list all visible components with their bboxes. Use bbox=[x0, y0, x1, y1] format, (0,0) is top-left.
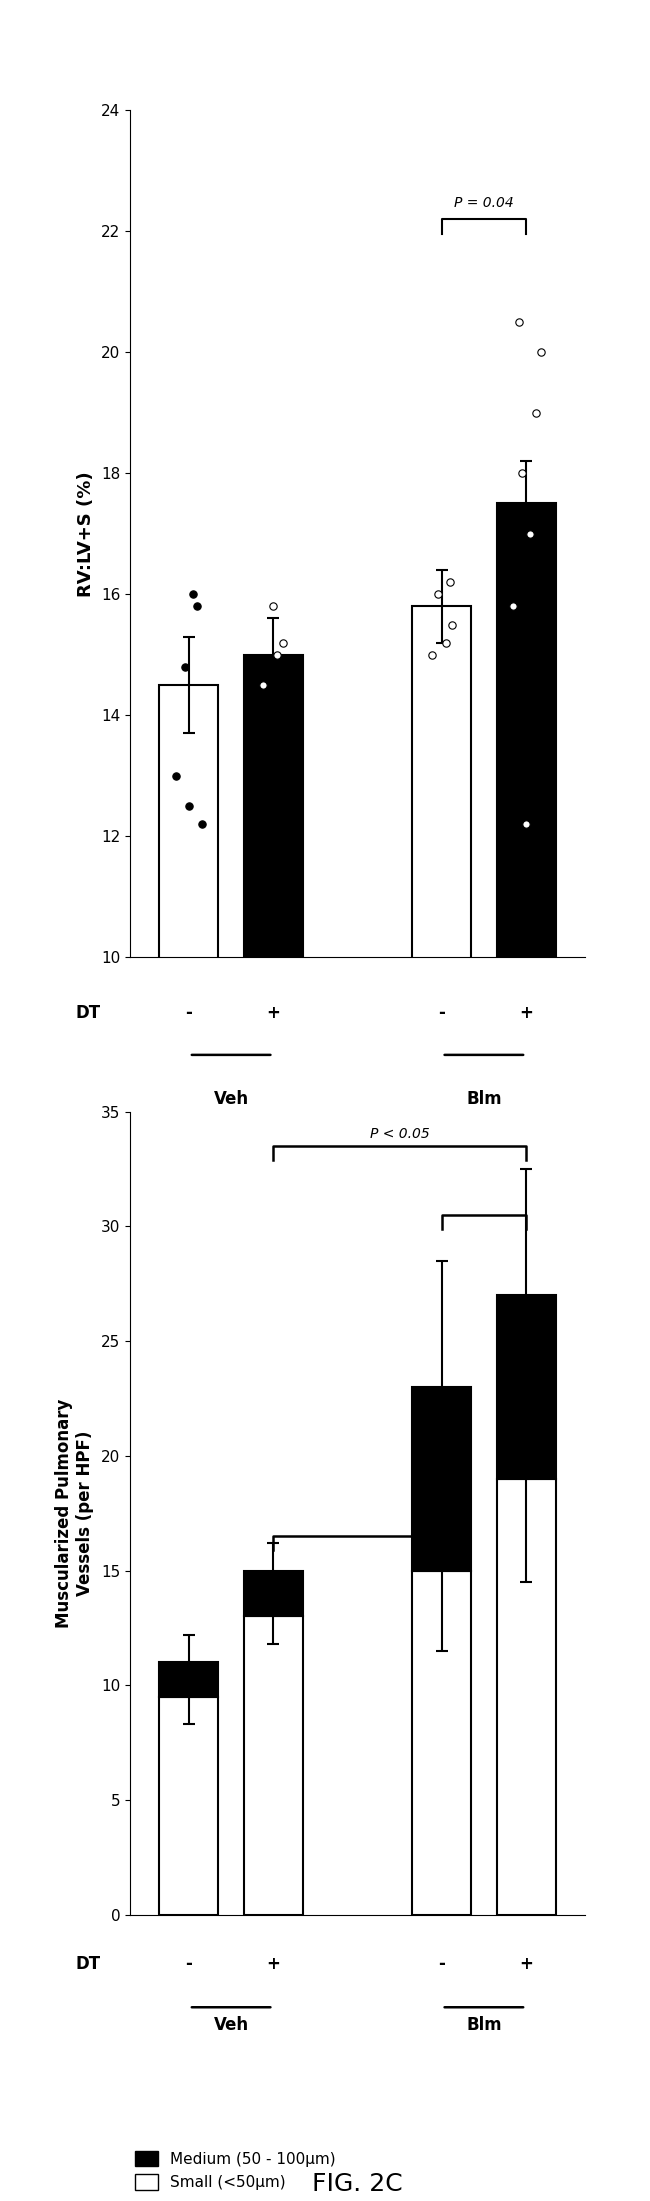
Point bbox=[536, 335, 547, 370]
Point bbox=[508, 590, 519, 625]
Text: Veh: Veh bbox=[214, 2016, 249, 2034]
Point bbox=[447, 607, 457, 643]
Text: FIG. 2B: FIG. 2B bbox=[312, 1173, 403, 1197]
Text: -: - bbox=[185, 1954, 192, 1972]
Text: DT: DT bbox=[75, 1954, 101, 1972]
Bar bbox=[497, 1479, 556, 1915]
Text: +: + bbox=[519, 1954, 533, 1972]
Text: -: - bbox=[438, 1954, 445, 1972]
Text: Blm: Blm bbox=[466, 1089, 502, 1109]
Text: DT: DT bbox=[75, 1004, 101, 1021]
Point bbox=[188, 577, 198, 612]
Text: +: + bbox=[266, 1004, 280, 1021]
Text: P = 0.04: P = 0.04 bbox=[454, 196, 514, 209]
Text: -: - bbox=[438, 1004, 445, 1021]
Bar bbox=[244, 656, 303, 1563]
Text: +: + bbox=[266, 1954, 280, 1972]
Bar bbox=[412, 1387, 471, 1572]
Y-axis label: RV:LV+S (%): RV:LV+S (%) bbox=[77, 471, 96, 596]
Text: +: + bbox=[519, 1004, 533, 1021]
Text: P < 0.05: P < 0.05 bbox=[370, 1127, 430, 1142]
Point bbox=[184, 788, 194, 823]
Text: -: - bbox=[185, 1004, 192, 1021]
Point bbox=[441, 625, 451, 660]
Point bbox=[432, 577, 443, 612]
Legend: Medium (50 - 100μm), Small (<50μm): Medium (50 - 100μm), Small (<50μm) bbox=[129, 2144, 341, 2197]
Bar bbox=[159, 685, 218, 1563]
Point bbox=[278, 625, 289, 660]
Point bbox=[196, 808, 207, 843]
Bar bbox=[412, 607, 471, 1563]
Point bbox=[445, 566, 456, 601]
Bar bbox=[159, 1697, 218, 1915]
Text: FIG. 2C: FIG. 2C bbox=[312, 2172, 403, 2197]
Bar bbox=[497, 1294, 556, 1479]
Bar bbox=[412, 1572, 471, 1915]
Point bbox=[171, 757, 181, 795]
Point bbox=[517, 456, 527, 491]
Point bbox=[525, 517, 536, 552]
Point bbox=[531, 396, 541, 431]
Point bbox=[179, 649, 190, 685]
Bar bbox=[244, 1572, 303, 1616]
Point bbox=[521, 808, 531, 843]
Point bbox=[268, 590, 278, 625]
Point bbox=[426, 638, 437, 674]
Y-axis label: Muscularized Pulmonary
Vessels (per HPF): Muscularized Pulmonary Vessels (per HPF) bbox=[55, 1398, 94, 1629]
Text: Blm: Blm bbox=[466, 2016, 502, 2034]
Point bbox=[272, 638, 283, 674]
Text: Veh: Veh bbox=[214, 1089, 249, 1109]
Bar bbox=[159, 1662, 218, 1697]
Point bbox=[514, 304, 525, 339]
Bar bbox=[497, 504, 556, 1563]
Point bbox=[258, 667, 268, 702]
Bar bbox=[244, 1616, 303, 1915]
Point bbox=[192, 590, 203, 625]
